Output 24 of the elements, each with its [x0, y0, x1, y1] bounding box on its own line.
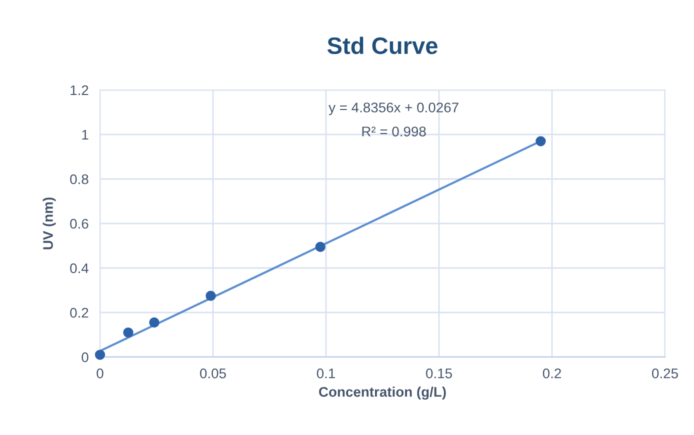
x-tick-label: 0	[96, 368, 104, 378]
x-tick-label: 0.1	[316, 368, 335, 378]
y-tick-label: 1.2	[70, 85, 88, 96]
point	[536, 136, 546, 146]
annotation: R² = 0.998	[362, 126, 426, 136]
y-tick-label: 0.8	[70, 174, 88, 184]
point	[206, 290, 216, 301]
y-tick-label: 1	[82, 130, 88, 140]
x-axis-title: Concentration (g/L)	[319, 386, 446, 400]
point	[149, 317, 160, 328]
y-axis-title: UV (nm)	[42, 198, 56, 250]
x-tick-label: 0.25	[652, 368, 678, 378]
y-tick-label: 0.2	[70, 308, 88, 318]
x-tick-label: 0.2	[542, 368, 561, 378]
point	[94, 350, 106, 360]
x-tick-label: 0.05	[200, 368, 226, 378]
y-tick-label: 0.4	[70, 263, 88, 274]
x-tick-label: 0.15	[426, 368, 452, 378]
y-tick-label: 0.6	[70, 218, 88, 229]
annotation: y = 4.8356x + 0.0267	[328, 102, 458, 116]
y-tick-label: 0	[82, 352, 88, 362]
point	[123, 327, 134, 338]
chart-title: Std Curve	[327, 36, 438, 54]
point	[315, 242, 326, 252]
